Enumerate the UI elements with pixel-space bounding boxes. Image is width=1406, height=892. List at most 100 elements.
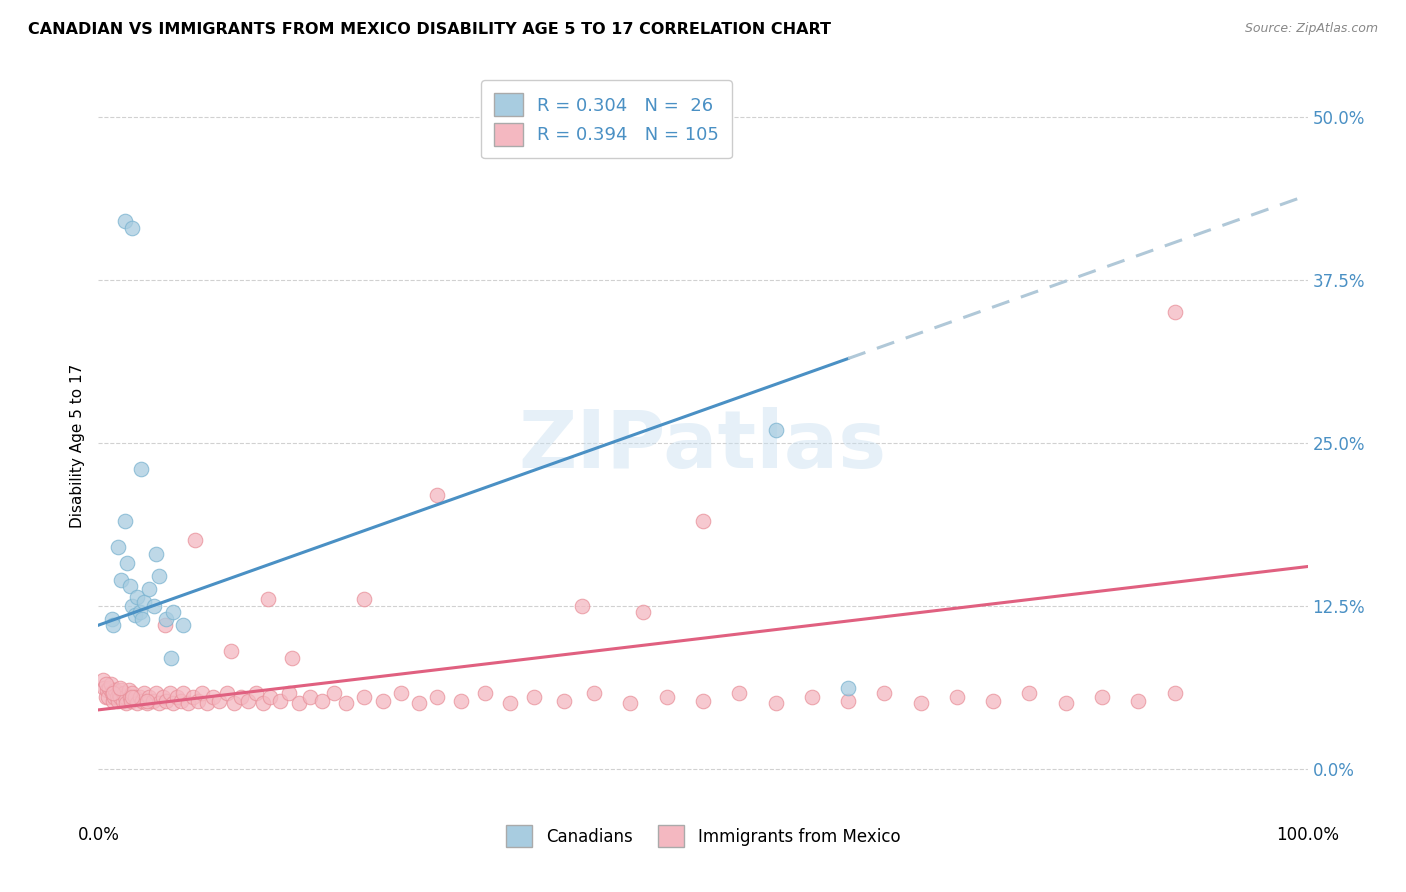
Point: [837, 681, 859, 695]
Point: [202, 690, 225, 704]
Point: [195, 697, 218, 711]
Point: [256, 592, 278, 607]
Point: [97, 690, 120, 704]
Point: [269, 694, 291, 708]
Point: [765, 423, 787, 437]
Point: [1128, 694, 1150, 708]
Point: [160, 650, 183, 665]
Point: [96, 683, 118, 698]
Point: [100, 677, 122, 691]
Point: [281, 650, 304, 665]
Point: [177, 697, 200, 711]
Point: [93, 681, 115, 695]
Point: [107, 694, 129, 708]
Point: [131, 694, 153, 708]
Point: [172, 618, 194, 632]
Point: [120, 694, 142, 708]
Point: [837, 694, 859, 708]
Point: [148, 568, 170, 582]
Point: [166, 690, 188, 704]
Point: [571, 599, 593, 613]
Point: [523, 690, 546, 704]
Point: [873, 686, 896, 700]
Point: [94, 690, 117, 704]
Point: [91, 673, 114, 687]
Point: [299, 690, 322, 704]
Point: [112, 686, 135, 700]
Point: [138, 690, 160, 704]
Point: [121, 690, 143, 704]
Point: [426, 488, 449, 502]
Point: [114, 690, 136, 704]
Point: [184, 533, 207, 548]
Point: [94, 677, 117, 691]
Point: [323, 686, 346, 700]
Point: [162, 697, 184, 711]
Point: [135, 697, 157, 711]
Point: [108, 681, 131, 695]
Point: [800, 690, 823, 704]
Point: [245, 686, 267, 700]
Point: [353, 592, 375, 607]
Point: [124, 690, 146, 704]
Point: [108, 686, 131, 700]
Point: [124, 607, 146, 622]
Point: [100, 686, 122, 700]
Point: [100, 612, 122, 626]
Text: ZIPatlas: ZIPatlas: [519, 407, 887, 485]
Point: [238, 694, 260, 708]
Point: [114, 214, 136, 228]
Point: [129, 462, 152, 476]
Point: [159, 686, 181, 700]
Point: [692, 514, 714, 528]
Point: [335, 697, 357, 711]
Point: [222, 697, 245, 711]
Point: [910, 697, 932, 711]
Point: [191, 686, 214, 700]
Point: [765, 697, 787, 711]
Point: [101, 618, 124, 632]
Point: [117, 556, 139, 570]
Point: [115, 697, 138, 711]
Text: CANADIAN VS IMMIGRANTS FROM MEXICO DISABILITY AGE 5 TO 17 CORRELATION CHART: CANADIAN VS IMMIGRANTS FROM MEXICO DISAB…: [28, 22, 831, 37]
Point: [128, 690, 150, 704]
Point: [450, 694, 472, 708]
Point: [121, 686, 143, 700]
Point: [728, 686, 751, 700]
Point: [138, 582, 160, 596]
Point: [121, 220, 143, 235]
Point: [121, 599, 143, 613]
Point: [118, 579, 141, 593]
Point: [1163, 686, 1185, 700]
Point: [118, 683, 141, 698]
Point: [131, 612, 153, 626]
Point: [619, 697, 641, 711]
Point: [981, 694, 1004, 708]
Point: [114, 514, 136, 528]
Point: [1091, 690, 1114, 704]
Point: [145, 547, 167, 561]
Point: [583, 686, 606, 700]
Point: [110, 683, 132, 698]
Point: [127, 590, 149, 604]
Point: [474, 686, 496, 700]
Point: [108, 690, 131, 704]
Point: [162, 605, 184, 619]
Point: [105, 690, 128, 704]
Point: [134, 595, 156, 609]
Point: [288, 697, 311, 711]
Point: [135, 694, 157, 708]
Point: [553, 694, 575, 708]
Point: [103, 690, 125, 704]
Point: [208, 694, 231, 708]
Point: [101, 694, 124, 708]
Point: [229, 690, 252, 704]
Point: [259, 690, 281, 704]
Point: [1163, 305, 1185, 319]
Point: [389, 686, 412, 700]
Y-axis label: Disability Age 5 to 17: Disability Age 5 to 17: [69, 364, 84, 528]
Point: [172, 686, 194, 700]
Point: [655, 690, 678, 704]
Point: [353, 690, 375, 704]
Text: Source: ZipAtlas.com: Source: ZipAtlas.com: [1244, 22, 1378, 36]
